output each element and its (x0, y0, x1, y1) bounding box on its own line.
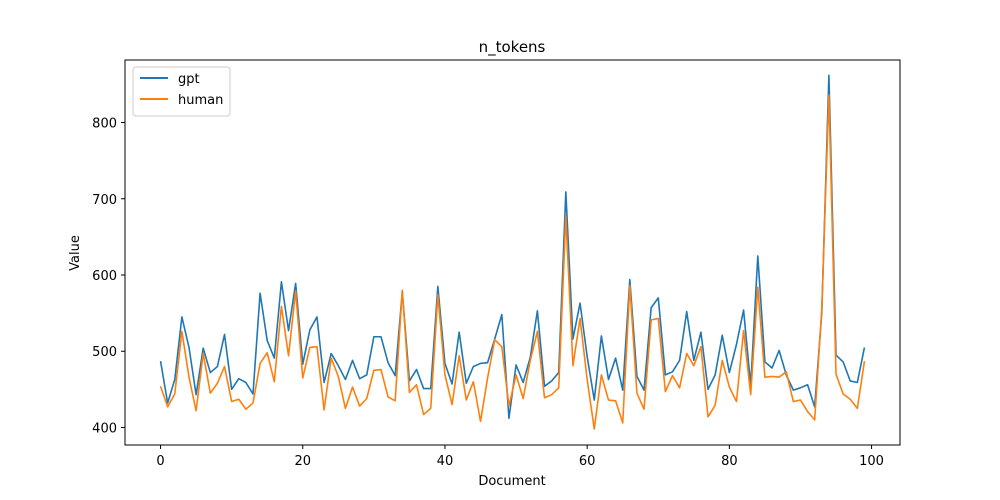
x-tick-label: 40 (437, 454, 454, 469)
y-tick-label: 600 (92, 269, 117, 284)
x-tick-label: 20 (294, 454, 311, 469)
legend-label-gpt: gpt (178, 72, 200, 87)
y-axis-label: Value (68, 235, 83, 271)
legend: gpt human (132, 66, 231, 117)
plot-frame (124, 59, 901, 446)
y-tick-label: 500 (92, 345, 117, 360)
y-tick-label: 800 (92, 117, 117, 132)
x-tick-label: 100 (859, 454, 884, 469)
x-tick-label: 80 (721, 454, 738, 469)
series-layer (159, 74, 866, 430)
y-tick-label: 400 (92, 421, 117, 436)
x-tick-label: 60 (579, 454, 596, 469)
x-axis-label: Document (478, 474, 545, 489)
y-tick-label: 700 (92, 193, 117, 208)
legend-label-human: human (178, 93, 223, 108)
legend-box (132, 66, 231, 117)
x-axis: 0 20 40 60 80 100 (156, 445, 884, 469)
series-line-human (159, 94, 866, 430)
chart-title: n_tokens (479, 38, 546, 57)
x-tick-label: 0 (156, 454, 164, 469)
y-axis: 400 500 600 700 800 (92, 117, 125, 436)
plot-area (124, 59, 901, 446)
